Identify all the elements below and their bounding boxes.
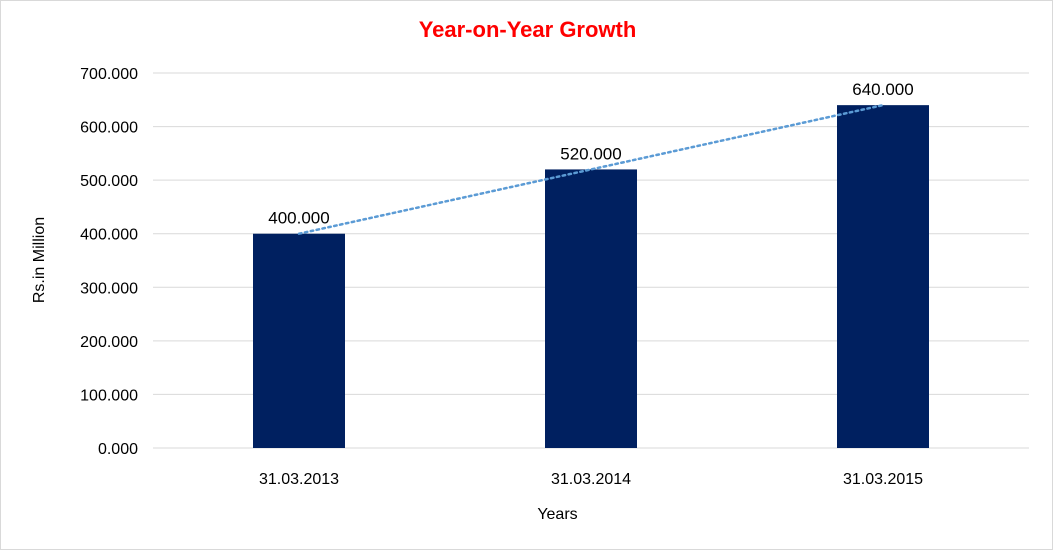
y-tick-label: 100.000	[80, 387, 138, 404]
data-label: 400.000	[268, 209, 329, 228]
x-tick-label: 31.03.2015	[843, 471, 923, 488]
y-tick-label: 0.000	[98, 441, 138, 458]
x-tick-label: 31.03.2014	[551, 471, 631, 488]
bar	[253, 233, 345, 448]
y-tick-label: 200.000	[80, 334, 138, 351]
y-tick-label: 400.000	[80, 227, 138, 244]
y-tick-label: 300.000	[80, 280, 138, 297]
x-axis-title: Years	[537, 506, 578, 523]
y-tick-label: 700.000	[80, 66, 138, 83]
bar	[837, 105, 929, 449]
data-label: 520.000	[560, 144, 621, 163]
y-tick-label: 600.000	[80, 120, 138, 137]
data-label: 640.000	[852, 80, 913, 99]
trendline	[297, 103, 885, 235]
bar	[545, 169, 637, 448]
chart-title: Year-on-Year Growth	[418, 17, 637, 42]
y-tick-label: 500.000	[80, 173, 138, 190]
x-tick-label: 31.03.2013	[259, 471, 339, 488]
